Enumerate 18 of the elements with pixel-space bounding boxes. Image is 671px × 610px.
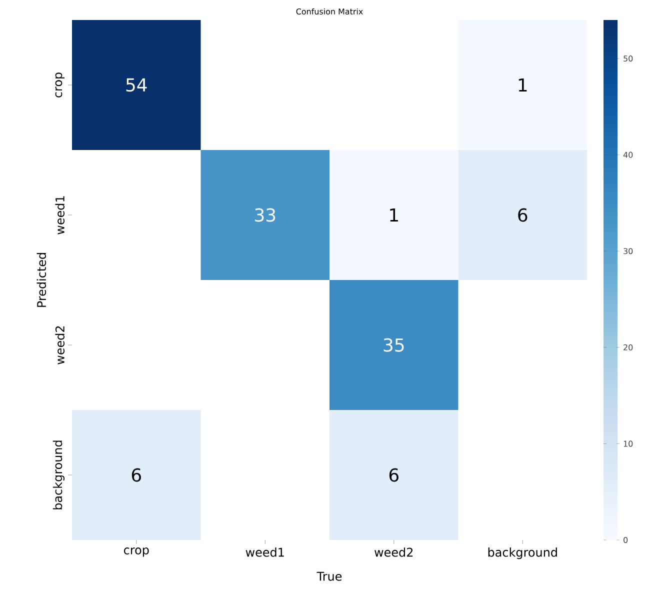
y-axis-title: Predicted [36,253,46,307]
data-label: 33 [255,208,276,222]
data-label: 6 [518,208,528,222]
y-tick-label: crop [55,72,64,98]
data-label: 54 [126,78,147,92]
y-tick-label: background [52,440,64,510]
x-tick-label: weed2 [374,548,413,557]
data-label: 1 [518,78,527,92]
y-tick-label: weed1 [55,196,64,234]
x-axis-title: True [316,572,342,581]
data-label: 6 [132,468,141,482]
data-label: 35 [384,338,404,352]
x-tick-label: background [488,548,557,560]
x-tick-label: crop [124,548,149,557]
x-tick-label: weed1 [246,548,284,557]
data-label: 1 [390,208,398,222]
y-tick-label: weed2 [55,326,64,364]
data-label: 6 [389,468,398,482]
